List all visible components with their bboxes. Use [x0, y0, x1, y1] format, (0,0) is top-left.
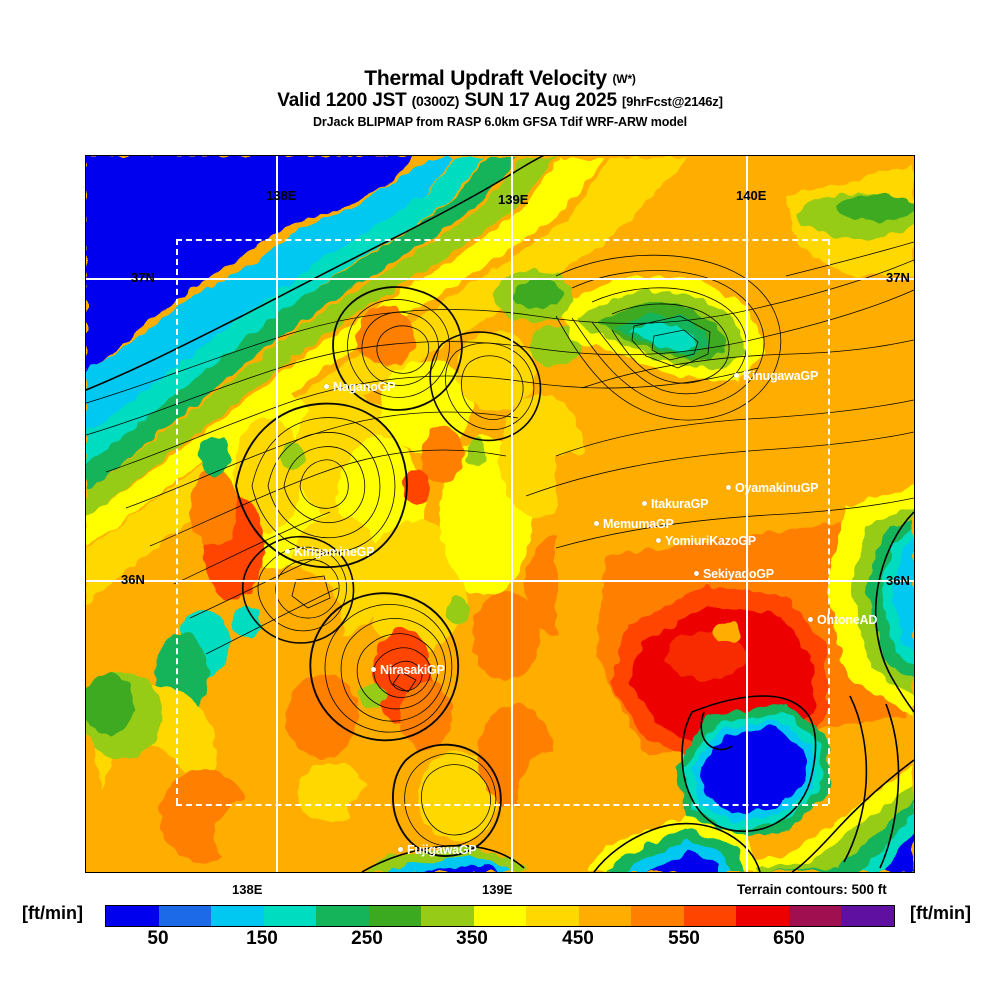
- colorbar-swatch-1: [158, 906, 212, 926]
- station-label: OyamakinuGP: [735, 480, 819, 495]
- lon-label-top-138e: 138E: [266, 188, 297, 203]
- station-marker-yomiurikazo[interactable]: YomiuriKazoGP: [656, 532, 756, 550]
- station-marker-kirigamine[interactable]: KirigamineGP: [285, 543, 374, 561]
- colorbar-swatch-3: [263, 906, 317, 926]
- station-label: YomiuriKazoGP: [665, 533, 756, 548]
- station-label: NirasakiGP: [380, 662, 445, 677]
- station-label: MemumaGP: [603, 516, 674, 531]
- lat-label-left-36n: 36N: [121, 572, 145, 587]
- colorbar-swatch-6: [421, 906, 474, 926]
- colorbar-tick-50: 50: [147, 928, 169, 949]
- colorbar-tick-450: 450: [562, 928, 594, 949]
- inner-domain-box-left: [176, 239, 178, 804]
- latitude-gridline-37n: [86, 278, 914, 280]
- colorbar-swatch-7: [473, 906, 527, 926]
- valid-time-local: Valid 1200 JST: [277, 90, 407, 111]
- inner-domain-box-right: [828, 239, 830, 804]
- station-marker-fujigawa[interactable]: FujigawaGP: [398, 841, 477, 859]
- lon-label-bottom-139e: 139E: [482, 882, 513, 897]
- title-variable-symbol: (W*): [612, 72, 636, 86]
- station-dot-icon: [734, 373, 739, 379]
- model-source-line: DrJack BLIPMAP from RASP 6.0km GFSA Tdif…: [312, 115, 688, 129]
- station-dot-icon: [398, 847, 403, 853]
- terrain-contour-note: Terrain contours: 500 ft: [737, 882, 887, 897]
- colorbar-swatch-8: [526, 906, 579, 926]
- colorbar-swatch-9: [578, 906, 632, 926]
- latitude-gridline-36n: [86, 580, 914, 582]
- station-label: NaganoGP: [333, 379, 396, 394]
- colorbar-swatch-11: [683, 906, 737, 926]
- thermal-updraft-field: [86, 156, 914, 872]
- colorbar-tick-350: 350: [456, 928, 488, 949]
- station-dot-icon: [594, 521, 599, 527]
- title-block: Thermal Updraft Velocity (W*) Valid 1200…: [0, 68, 1000, 131]
- station-dot-icon: [324, 384, 329, 390]
- colorbar-tick-250: 250: [351, 928, 383, 949]
- station-dot-icon: [642, 501, 647, 507]
- colorbar-unit-left: [ft/min]: [22, 903, 83, 923]
- colorbar-swatch-12: [736, 906, 789, 926]
- station-marker-nagano[interactable]: NaganoGP: [324, 378, 396, 396]
- station-label: FujigawaGP: [407, 842, 477, 857]
- colorbar-swatch-10: [631, 906, 684, 926]
- station-label: OhtoneAD: [817, 612, 878, 627]
- station-label: KirigamineGP: [294, 544, 375, 559]
- longitude-gridline-138e: [276, 156, 278, 872]
- colorbar-unit-right: [ft/min]: [910, 903, 971, 923]
- station-marker-kinugawa[interactable]: KinugawaGP: [734, 367, 818, 385]
- title-main-text: Thermal Updraft Velocity: [364, 67, 607, 90]
- inner-domain-box-top: [176, 239, 828, 241]
- lat-label-left-37n: 37N: [131, 270, 155, 285]
- forecast-hour-stamp: [9hrFcst@2146z]: [622, 94, 723, 109]
- station-marker-oyamakinu[interactable]: OyamakinuGP: [726, 479, 818, 497]
- colorbar-swatch-2: [211, 906, 264, 926]
- lat-label-right-37n: 37N: [886, 270, 910, 285]
- station-label: KinugawaGP: [743, 368, 819, 383]
- station-dot-icon: [371, 667, 376, 673]
- longitude-gridline-140e: [746, 156, 748, 872]
- inner-domain-box-bottom: [176, 804, 828, 806]
- colorbar-tick-650: 650: [773, 928, 805, 949]
- lat-label-right-36n: 36N: [886, 573, 910, 588]
- station-dot-icon: [656, 538, 661, 544]
- station-dot-icon: [726, 485, 731, 491]
- valid-time-utc: (0300Z): [411, 93, 460, 109]
- station-marker-memuma[interactable]: MemumaGP: [594, 515, 674, 533]
- valid-date: SUN 17 Aug 2025: [464, 90, 617, 111]
- longitude-gridline-139e: [511, 156, 513, 872]
- station-label: SekiyadoGP: [703, 566, 774, 581]
- colorbar-swatch-4: [316, 906, 369, 926]
- station-marker-itakura[interactable]: ItakuraGP: [642, 495, 708, 513]
- station-marker-sekiyado[interactable]: SekiyadoGP: [694, 565, 774, 583]
- valid-time-line: Valid 1200 JST (0300Z) SUN 17 Aug 2025 […: [0, 90, 1000, 113]
- lon-label-bottom-138e: 138E: [232, 882, 263, 897]
- station-label: ItakuraGP: [651, 496, 709, 511]
- lon-label-top-140e: 140E: [736, 188, 767, 203]
- map-panel[interactable]: 138E 139E 140E 37N 37N 36N 36N NaganoGP …: [85, 155, 915, 873]
- colorbar-swatch-5: [368, 906, 422, 926]
- station-dot-icon: [808, 617, 813, 623]
- station-dot-icon: [694, 571, 699, 577]
- station-marker-ohtone[interactable]: OhtoneAD: [808, 611, 877, 629]
- colorbar-swatch-14: [841, 906, 894, 926]
- station-marker-nirasaki[interactable]: NirasakiGP: [371, 661, 445, 679]
- colorbar[interactable]: [105, 905, 895, 927]
- colorbar-tick-550: 550: [668, 928, 700, 949]
- lon-label-top-139e: 139E: [498, 192, 529, 207]
- colorbar-swatch-13: [788, 906, 842, 926]
- station-dot-icon: [285, 549, 290, 555]
- colorbar-tick-150: 150: [246, 928, 278, 949]
- page-title: Thermal Updraft Velocity (W*): [0, 68, 1000, 90]
- colorbar-swatch-0: [106, 906, 159, 926]
